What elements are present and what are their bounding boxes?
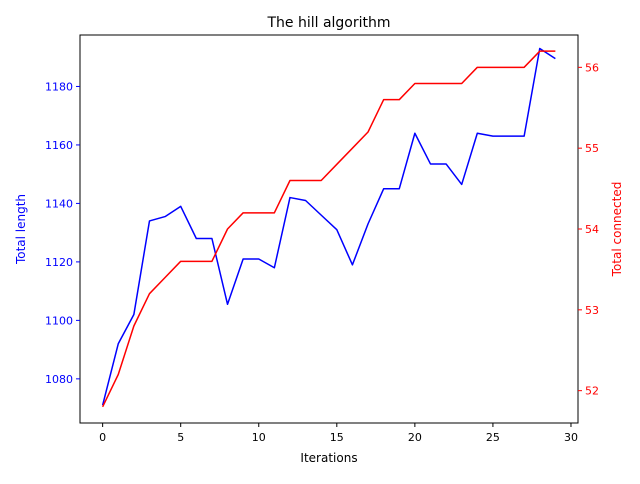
plot-frame <box>79 34 579 424</box>
y-left-tick-label: 1120 <box>45 256 73 269</box>
y-left-tick-label: 1180 <box>45 80 73 93</box>
y-left-tick-label: 1160 <box>45 139 73 152</box>
series-line-left <box>101 47 556 406</box>
y-axis-right-label: Total connected <box>610 182 624 278</box>
x-tick-label: 15 <box>330 431 344 444</box>
y-right-tick-label: 52 <box>585 385 599 398</box>
x-axis-label: Iterations <box>300 451 357 465</box>
x-tick-label: 10 <box>252 431 266 444</box>
plot-layer <box>101 47 556 408</box>
chart-title: The hill algorithm <box>266 15 390 31</box>
y-right-tick-label: 55 <box>585 142 599 155</box>
y-left-tick-label: 1100 <box>45 314 73 327</box>
series-line-right <box>101 50 556 408</box>
y-right-tick-label: 53 <box>585 304 599 317</box>
axis-layer: 0 5 10 15 20 25 30 1080 1100 1120 1140 1160 1180 52 53… <box>45 61 599 444</box>
x-tick-label: 30 <box>564 431 578 444</box>
y-left-tick-label: 1080 <box>45 373 73 386</box>
y-axis-left-label: Total length <box>14 194 28 265</box>
x-tick-label: 5 <box>177 431 184 444</box>
y-left-tick-label: 1140 <box>45 197 73 210</box>
x-tick-label: 25 <box>486 431 500 444</box>
y-right-tick-label: 56 <box>585 61 599 74</box>
y-right-tick-label: 54 <box>585 223 599 236</box>
x-tick-label: 20 <box>408 431 422 444</box>
x-tick-label: 0 <box>99 431 106 444</box>
